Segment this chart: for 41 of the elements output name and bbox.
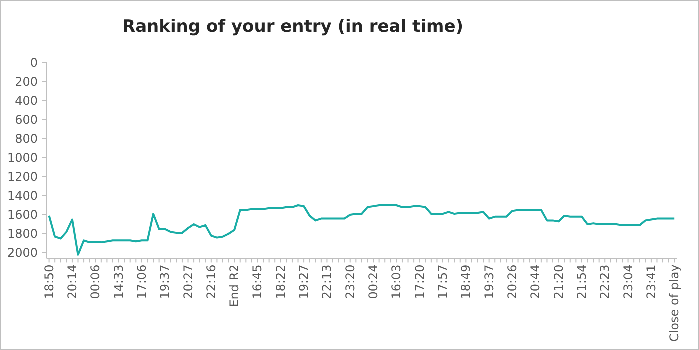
x-tick-label: 20:14 xyxy=(65,264,80,300)
x-tick-label: 20:27 xyxy=(181,264,196,300)
y-tick-label: 1600 xyxy=(7,208,38,222)
x-tick-label: 16:45 xyxy=(250,264,265,300)
y-tick-label: 1800 xyxy=(7,227,38,242)
x-tick-label: 16:03 xyxy=(390,264,404,300)
x-tick-label: 17:20 xyxy=(412,264,427,300)
x-tick-label: 22:13 xyxy=(320,264,334,300)
x-tick-label: 18:50 xyxy=(42,264,56,300)
x-tick-label: 19:27 xyxy=(297,264,312,300)
x-tick-label: 20:44 xyxy=(528,264,543,300)
x-tick-label: 23:04 xyxy=(621,264,636,300)
x-tick-label: 22:16 xyxy=(204,264,218,300)
y-tick-label: 200 xyxy=(15,75,38,90)
y-tick-label: 0 xyxy=(30,56,38,70)
x-tick-label: 19:37 xyxy=(158,264,172,300)
x-tick-label: 20:26 xyxy=(505,264,520,300)
x-tick-label: 00:06 xyxy=(88,264,103,300)
x-tick-label: 19:37 xyxy=(482,264,496,300)
x-tick-label: 21:20 xyxy=(552,264,566,300)
x-tick-label: 17:06 xyxy=(134,264,149,300)
x-tick-label: End R2 xyxy=(228,264,242,308)
line-series xyxy=(48,204,676,256)
y-tick-label: 2000 xyxy=(7,246,38,260)
x-tick-label: Close of play xyxy=(668,264,682,342)
y-tick-label: 1000 xyxy=(7,151,38,166)
y-tick-label: 1200 xyxy=(7,170,38,184)
y-tick-label: 800 xyxy=(15,132,38,146)
x-tick-label: 14:33 xyxy=(112,264,126,300)
x-tick-label: 00:24 xyxy=(366,264,381,300)
x-tick-label: 23:20 xyxy=(343,264,358,300)
x-tick-label: 22:23 xyxy=(598,264,612,300)
x-tick-label: 17:57 xyxy=(436,264,450,300)
x-tick-label: 21:54 xyxy=(574,264,589,300)
chart-title: Ranking of your entry (in real time) xyxy=(122,17,464,37)
x-tick-label: 18:22 xyxy=(274,264,288,300)
y-tick-label: 600 xyxy=(15,113,38,128)
y-tick-label: 400 xyxy=(15,94,38,108)
x-tick-label: 23:41 xyxy=(644,264,658,300)
y-tick-label: 1400 xyxy=(7,189,38,204)
x-tick-label: 18:49 xyxy=(459,264,474,300)
